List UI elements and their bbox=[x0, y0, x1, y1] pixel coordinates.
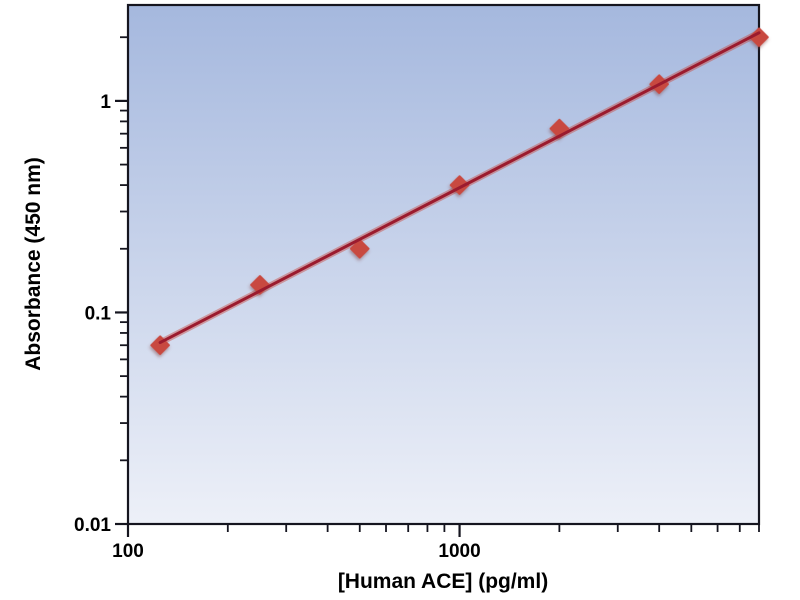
data-point-marker bbox=[749, 27, 769, 47]
y-tick-label: 1 bbox=[100, 92, 111, 113]
x-axis-title: [Human ACE] (pg/ml) bbox=[338, 570, 548, 593]
x-tick-label: 1000 bbox=[438, 541, 480, 562]
plot-area bbox=[126, 3, 761, 526]
y-axis-title: Absorbance (450 nm) bbox=[22, 157, 45, 371]
x-tick-label: 100 bbox=[112, 541, 144, 562]
data-point-marker bbox=[349, 238, 370, 259]
plot-layers: 100 1000 0.01 0.1 1 bbox=[74, 3, 769, 562]
y-tick-label: 0.1 bbox=[85, 303, 112, 324]
y-tick-label: 0.01 bbox=[74, 515, 111, 536]
trend-line bbox=[158, 31, 761, 345]
